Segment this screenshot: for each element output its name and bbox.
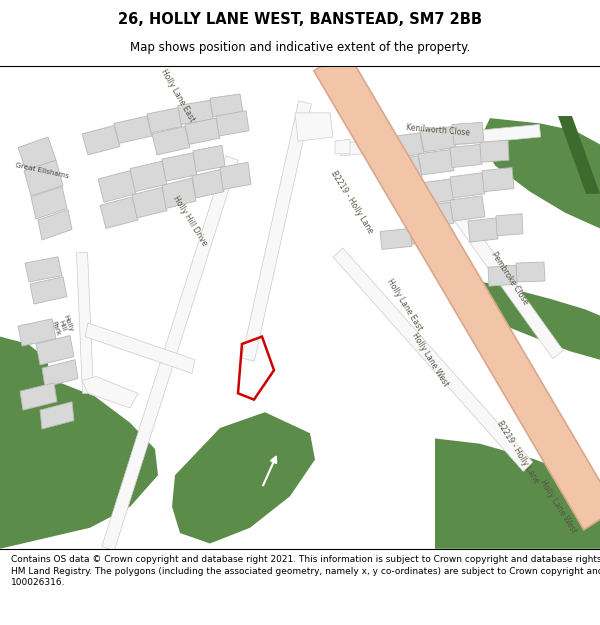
Polygon shape bbox=[488, 265, 517, 286]
Polygon shape bbox=[480, 140, 509, 162]
Text: B2219 - Holly Lane: B2219 - Holly Lane bbox=[495, 419, 541, 485]
Polygon shape bbox=[38, 209, 72, 240]
Text: Holly Lane East: Holly Lane East bbox=[159, 67, 197, 123]
Polygon shape bbox=[516, 262, 545, 282]
Text: B2219 - Holly Lane: B2219 - Holly Lane bbox=[329, 169, 375, 235]
Polygon shape bbox=[85, 323, 195, 373]
Text: Holly
Hill
Park: Holly Hill Park bbox=[50, 314, 74, 338]
Polygon shape bbox=[450, 144, 482, 168]
Polygon shape bbox=[435, 186, 563, 359]
Polygon shape bbox=[314, 50, 600, 530]
Polygon shape bbox=[388, 133, 424, 158]
Polygon shape bbox=[450, 173, 485, 198]
Polygon shape bbox=[468, 218, 498, 242]
Polygon shape bbox=[470, 281, 600, 360]
Polygon shape bbox=[210, 94, 243, 117]
Polygon shape bbox=[24, 160, 63, 196]
Polygon shape bbox=[36, 336, 74, 365]
Polygon shape bbox=[418, 149, 454, 175]
Polygon shape bbox=[193, 146, 225, 172]
Polygon shape bbox=[420, 126, 456, 152]
Text: Holly Lane West: Holly Lane West bbox=[538, 478, 578, 535]
Text: Holly Lane West: Holly Lane West bbox=[410, 331, 450, 388]
Polygon shape bbox=[380, 228, 412, 249]
Polygon shape bbox=[410, 223, 440, 244]
Polygon shape bbox=[114, 116, 152, 143]
Polygon shape bbox=[178, 100, 213, 124]
Polygon shape bbox=[0, 337, 48, 389]
Polygon shape bbox=[25, 257, 62, 282]
Polygon shape bbox=[162, 178, 196, 209]
Polygon shape bbox=[496, 214, 523, 236]
Polygon shape bbox=[0, 370, 158, 549]
Polygon shape bbox=[340, 124, 541, 156]
Text: Holly Hill Drive: Holly Hill Drive bbox=[171, 194, 209, 248]
Text: 26, HOLLY LANE WEST, BANSTEAD, SM7 2BB: 26, HOLLY LANE WEST, BANSTEAD, SM7 2BB bbox=[118, 12, 482, 27]
Polygon shape bbox=[333, 248, 533, 471]
Polygon shape bbox=[30, 277, 67, 304]
Polygon shape bbox=[77, 253, 94, 394]
Polygon shape bbox=[220, 162, 251, 189]
Text: Pembroke Close: Pembroke Close bbox=[490, 250, 530, 306]
Polygon shape bbox=[480, 118, 600, 228]
Polygon shape bbox=[147, 107, 182, 133]
Polygon shape bbox=[185, 118, 220, 144]
Polygon shape bbox=[452, 122, 484, 144]
Polygon shape bbox=[18, 319, 56, 346]
Polygon shape bbox=[162, 152, 197, 181]
Polygon shape bbox=[390, 156, 422, 181]
Polygon shape bbox=[418, 202, 454, 228]
Text: Contains OS data © Crown copyright and database right 2021. This information is : Contains OS data © Crown copyright and d… bbox=[11, 555, 600, 588]
Polygon shape bbox=[335, 139, 350, 154]
Polygon shape bbox=[40, 402, 74, 429]
Polygon shape bbox=[31, 186, 67, 219]
Polygon shape bbox=[152, 126, 190, 155]
Polygon shape bbox=[295, 113, 333, 141]
Polygon shape bbox=[18, 137, 56, 171]
Polygon shape bbox=[435, 439, 600, 549]
Text: Map shows position and indicative extent of the property.: Map shows position and indicative extent… bbox=[130, 41, 470, 54]
Polygon shape bbox=[130, 161, 167, 192]
Polygon shape bbox=[450, 196, 485, 221]
Polygon shape bbox=[82, 376, 138, 408]
Polygon shape bbox=[102, 156, 238, 551]
Polygon shape bbox=[558, 116, 600, 194]
Text: Great Ellshams: Great Ellshams bbox=[15, 162, 69, 179]
Text: Holly Lane East: Holly Lane East bbox=[385, 278, 425, 332]
Polygon shape bbox=[242, 101, 311, 361]
Polygon shape bbox=[20, 382, 57, 410]
Polygon shape bbox=[98, 171, 136, 202]
Polygon shape bbox=[100, 197, 138, 228]
Polygon shape bbox=[82, 126, 120, 155]
Polygon shape bbox=[418, 179, 454, 204]
Text: Kenilworth Close: Kenilworth Close bbox=[406, 124, 470, 138]
Polygon shape bbox=[42, 360, 78, 387]
Polygon shape bbox=[192, 169, 224, 198]
Polygon shape bbox=[172, 412, 315, 544]
Polygon shape bbox=[132, 188, 167, 218]
Polygon shape bbox=[216, 111, 249, 136]
Polygon shape bbox=[482, 168, 514, 192]
